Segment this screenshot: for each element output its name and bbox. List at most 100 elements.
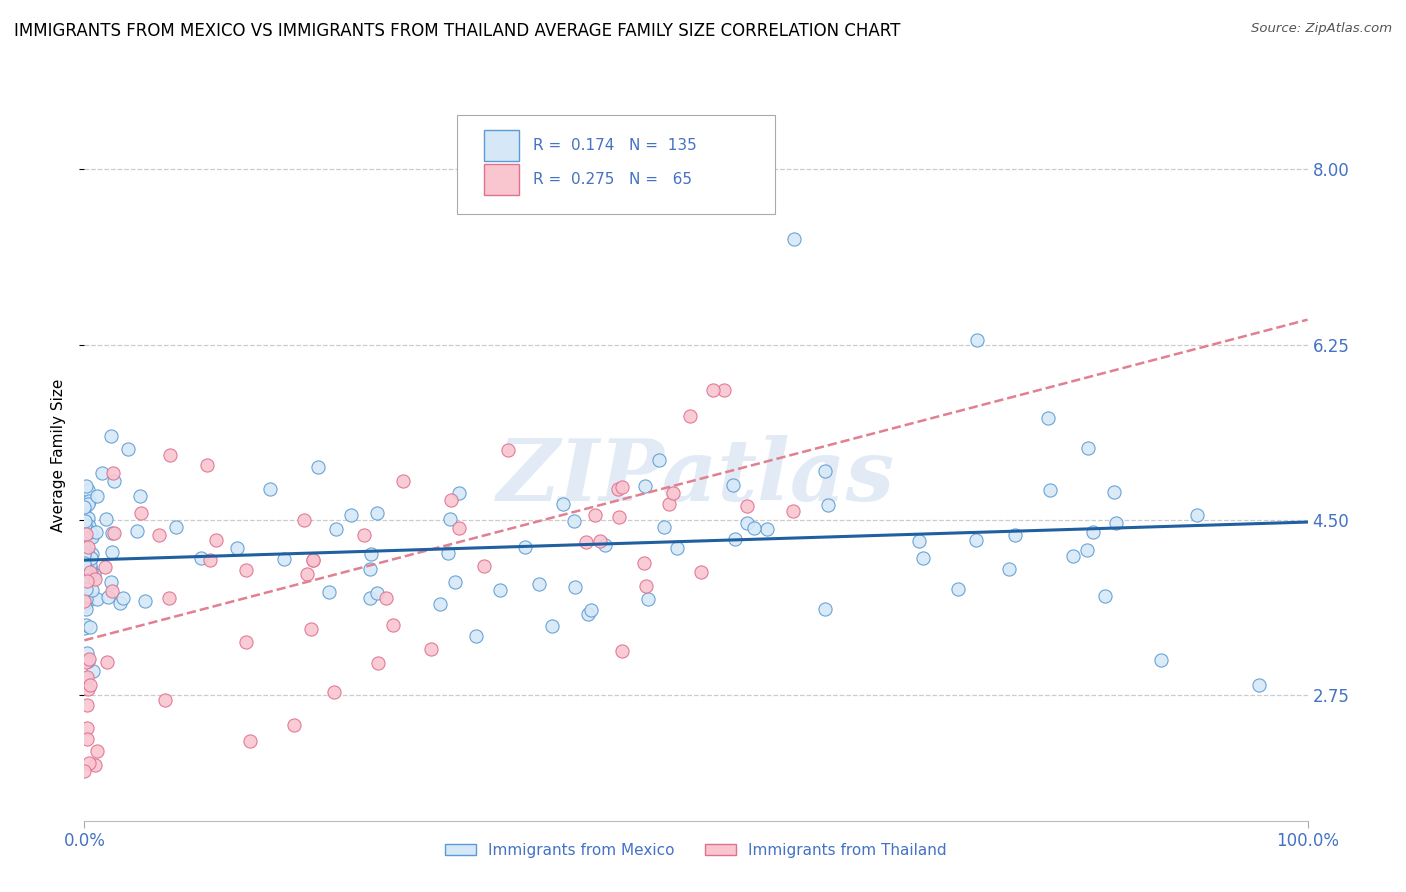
Point (551, 497, 574, 511)
Point (295, 566, 318, 581)
Point (420, 642, 443, 657)
Point (541, 618, 564, 632)
Point (610, 644, 633, 658)
Point (153, 693, 176, 707)
Point (83, 566, 105, 581)
Point (325, 522, 347, 536)
Point (946, 582, 969, 596)
Point (235, 635, 257, 649)
Point (318, 585, 340, 599)
Point (472, 559, 495, 574)
Point (76, 521, 98, 535)
Point (1247, 678, 1270, 692)
Point (292, 513, 315, 527)
Point (1102, 485, 1125, 500)
Point (165, 520, 187, 534)
Point (1081, 525, 1104, 540)
Point (359, 562, 381, 576)
Point (108, 596, 131, 610)
Point (783, 232, 806, 246)
Point (75, 479, 97, 493)
Point (73, 599, 96, 613)
Point (724, 532, 747, 546)
Point (782, 503, 804, 517)
Point (226, 541, 249, 555)
Point (77, 541, 100, 555)
Point (464, 629, 486, 643)
Point (756, 522, 779, 536)
Point (299, 622, 322, 636)
Point (576, 607, 599, 621)
Point (73, 518, 96, 533)
Point (1004, 528, 1026, 542)
Point (665, 541, 688, 556)
Point (73, 546, 96, 560)
Point (73, 547, 96, 561)
Point (73, 571, 96, 585)
Point (86, 488, 108, 502)
Point (100, 429, 122, 443)
Point (80, 564, 103, 578)
Point (86, 743, 108, 757)
Point (84, 525, 107, 540)
Point (80, 547, 103, 561)
Point (429, 597, 451, 611)
Point (593, 538, 616, 552)
Point (75, 560, 97, 574)
Point (73, 500, 96, 515)
Point (1076, 543, 1098, 558)
Point (259, 482, 281, 496)
Point (997, 562, 1019, 576)
Point (907, 534, 929, 549)
Point (235, 563, 257, 577)
Point (73, 556, 96, 570)
Point (73, 559, 96, 574)
FancyBboxPatch shape (484, 130, 519, 161)
Point (77, 681, 100, 696)
Point (100, 584, 122, 599)
Point (75, 655, 97, 669)
Point (77, 483, 100, 497)
Point (353, 528, 375, 542)
Point (77, 494, 100, 508)
Point (157, 591, 180, 605)
Point (606, 483, 628, 497)
Point (814, 464, 837, 478)
Point (713, 383, 735, 397)
Point (73, 542, 96, 557)
Point (381, 617, 404, 632)
Point (283, 718, 305, 732)
Point (366, 586, 388, 600)
Point (367, 656, 389, 670)
Point (205, 533, 228, 547)
Point (679, 409, 702, 424)
Point (589, 533, 612, 548)
Point (82, 528, 104, 542)
Point (73, 514, 96, 528)
Point (1039, 483, 1062, 497)
Point (84, 758, 107, 772)
Point (513, 540, 536, 554)
Text: R =  0.275   N =   65: R = 0.275 N = 65 (533, 171, 692, 186)
Point (79, 558, 101, 572)
Point (73, 596, 96, 610)
Point (690, 565, 713, 579)
Point (436, 545, 458, 559)
Point (73, 764, 96, 778)
Point (76, 511, 98, 525)
Point (76, 731, 98, 746)
Point (814, 602, 837, 616)
Point (702, 383, 724, 397)
Y-axis label: Average Family Size: Average Family Size (51, 378, 66, 532)
Point (94, 560, 117, 574)
Text: ZIPatlas: ZIPatlas (496, 435, 896, 518)
Point (77, 553, 100, 567)
Point (80, 583, 103, 598)
Point (562, 514, 585, 528)
Point (1094, 589, 1116, 603)
Point (129, 489, 152, 503)
Point (100, 574, 122, 589)
Point (73, 566, 96, 581)
Point (564, 580, 586, 594)
Point (1187, 508, 1209, 522)
